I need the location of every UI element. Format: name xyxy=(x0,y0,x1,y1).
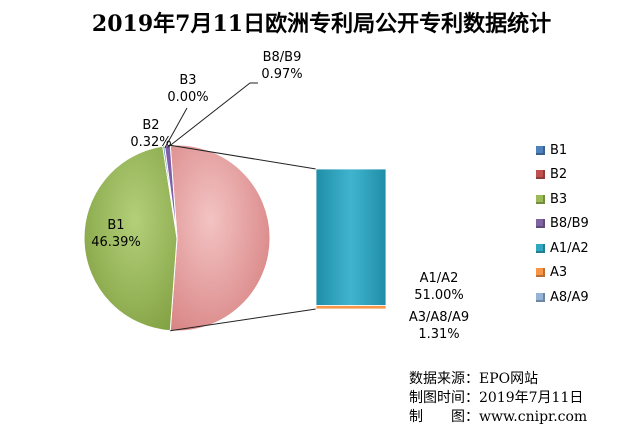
legend-swatch xyxy=(536,268,545,278)
legend-swatch xyxy=(536,170,545,180)
label-leader-lines xyxy=(164,82,258,149)
chart-title: 2019年7月11日欧洲专利局公开专利数据统计 xyxy=(91,11,552,37)
legend-swatch xyxy=(536,145,545,155)
bar-label-a3a8a9-name: A3/A8/A9 xyxy=(408,310,470,325)
slice-label-b3-name: B3 xyxy=(179,73,197,88)
connector-top xyxy=(170,144,317,170)
connector-bottom xyxy=(170,308,317,332)
legend-item-b2: B2 xyxy=(536,163,589,188)
breakdown-bar xyxy=(315,168,387,310)
slice-label-b1-value: 46.39% xyxy=(91,235,141,250)
legend-item-b8b9: B8/B9 xyxy=(536,212,589,237)
legend-item-a1a2: A1/A2 xyxy=(536,236,589,261)
legend-swatch xyxy=(536,194,545,204)
slice-label-b2-value: 0.32% xyxy=(130,135,172,150)
bar-label-a1a2-name: A1/A2 xyxy=(419,271,459,286)
pie-slice-b1 xyxy=(83,145,178,332)
slice-label-b8b9-value: 0.97% xyxy=(261,67,303,82)
pie-group xyxy=(83,144,271,332)
slice-label-b2-name: B2 xyxy=(142,118,160,133)
leader-b3 xyxy=(164,107,188,149)
chart-legend: B1 B2 B3 B8/B9 A1/A2 A3 A8/A9 xyxy=(536,138,589,310)
legend-swatch xyxy=(536,243,545,253)
legend-swatch xyxy=(536,219,545,229)
bar-label-a1a2: A1/A2 51.00% xyxy=(404,270,474,304)
legend-label: B3 xyxy=(550,191,568,207)
slice-label-b1: B1 46.39% xyxy=(86,217,146,251)
legend-label: A8/A9 xyxy=(550,289,589,305)
slice-label-b3: B3 0.00% xyxy=(163,72,213,106)
legend-item-a8a9: A8/A9 xyxy=(536,285,589,310)
bar-label-a3a8a9: A3/A8/A9 1.31% xyxy=(400,309,478,343)
bar-label-a1a2-value: 51.00% xyxy=(414,288,464,303)
bar-segment-a1a2 xyxy=(315,168,387,306)
source-note: 数据来源：EPO网站 制图时间：2019年7月11日 制 图：www.cnipr… xyxy=(409,370,587,427)
slice-label-b8b9: B8/B9 0.97% xyxy=(255,49,309,83)
date-line: 制图时间：2019年7月11日 xyxy=(409,390,584,406)
legend-item-a3: A3 xyxy=(536,261,589,286)
slice-label-b2: B2 0.32% xyxy=(126,117,176,151)
legend-label: B8/B9 xyxy=(550,216,589,232)
author-line: 制 图：www.cnipr.com xyxy=(409,409,588,425)
legend-label: A3 xyxy=(550,265,568,281)
bar-label-a3a8a9-value: 1.31% xyxy=(418,327,460,342)
legend-label: B1 xyxy=(550,142,568,158)
legend-item-b1: B1 xyxy=(536,138,589,163)
pie-slice-a xyxy=(169,144,271,332)
legend-label: A1/A2 xyxy=(550,240,589,256)
bar-segment-a3a8a9 xyxy=(315,305,387,310)
source-line: 数据来源：EPO网站 xyxy=(409,371,539,387)
legend-item-b3: B3 xyxy=(536,187,589,212)
slice-label-b8b9-name: B8/B9 xyxy=(262,50,302,65)
slice-label-b1-name: B1 xyxy=(107,218,125,233)
legend-label: B2 xyxy=(550,167,568,183)
leader-b8b9 xyxy=(167,82,258,148)
pie-bar-connectors xyxy=(170,144,317,332)
legend-swatch xyxy=(536,292,545,302)
slice-label-b3-value: 0.00% xyxy=(167,90,209,105)
